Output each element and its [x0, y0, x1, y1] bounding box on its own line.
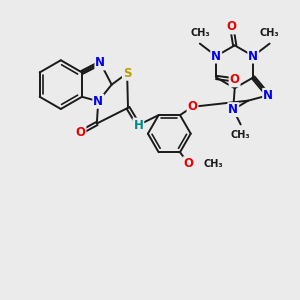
- Text: N: N: [228, 103, 238, 116]
- Text: O: O: [230, 74, 240, 86]
- Text: H: H: [134, 118, 143, 131]
- Text: O: O: [76, 126, 85, 139]
- Text: CH₃: CH₃: [231, 130, 250, 140]
- Text: S: S: [123, 67, 131, 80]
- Text: N: N: [248, 50, 258, 63]
- Text: N: N: [211, 50, 221, 63]
- Text: CH₃: CH₃: [260, 28, 279, 38]
- Text: O: O: [188, 100, 197, 113]
- Text: CH₃: CH₃: [190, 28, 210, 38]
- Text: CH₃: CH₃: [204, 159, 224, 169]
- Text: N: N: [95, 56, 105, 69]
- Text: O: O: [183, 157, 193, 170]
- Text: N: N: [93, 95, 103, 108]
- Text: O: O: [227, 20, 237, 34]
- Text: N: N: [263, 89, 273, 102]
